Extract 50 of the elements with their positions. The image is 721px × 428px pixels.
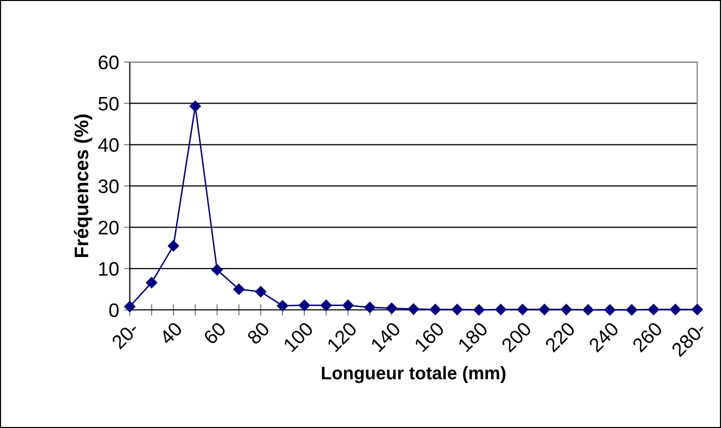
point — [255, 286, 266, 298]
point — [276, 300, 288, 312]
point — [604, 304, 616, 316]
point — [124, 300, 136, 312]
x-tick-label: 280- — [670, 321, 707, 358]
x-tick-label: 100 — [282, 321, 314, 352]
y-tick-label: 10 — [99, 262, 119, 276]
x-tick-label: 160 — [414, 321, 445, 352]
point — [320, 300, 332, 311]
x-tick-label: 180 — [457, 321, 489, 352]
x-tick-label: 20- — [110, 321, 140, 350]
point — [190, 100, 201, 112]
y-tick-label: 60 — [98, 56, 119, 70]
point — [298, 300, 310, 311]
point — [211, 264, 223, 276]
point — [473, 304, 485, 316]
point — [560, 304, 572, 316]
x-tick-label: 80 — [246, 321, 270, 346]
x-tick-label: 200 — [500, 321, 532, 353]
point — [538, 304, 550, 316]
point — [408, 303, 420, 315]
x-axis-title: Longueur totale (mm) — [322, 366, 506, 384]
x-tick-label: 140 — [370, 321, 402, 352]
x-tick-label: 220 — [544, 321, 576, 353]
point — [495, 304, 506, 316]
y-axis-title: Fréquences (%) — [74, 114, 92, 258]
point — [342, 300, 354, 311]
y-tick-label: 30 — [98, 179, 119, 194]
x-tick-label: 260 — [632, 321, 664, 353]
x-tick-label: 60 — [202, 321, 227, 345]
y-tick-label: 40 — [98, 138, 119, 152]
point — [452, 304, 463, 316]
y-tick-label: 50 — [98, 96, 119, 111]
point — [146, 277, 158, 288]
point — [430, 304, 441, 316]
point — [582, 304, 594, 316]
point — [168, 240, 180, 252]
point — [364, 302, 376, 313]
y-tick-label: 0 — [109, 303, 119, 318]
point — [233, 284, 245, 295]
x-tick-label: 120 — [326, 321, 358, 352]
point — [386, 302, 398, 314]
y-tick-label: 20 — [98, 220, 119, 235]
point — [517, 304, 528, 316]
point — [692, 304, 703, 316]
point — [626, 304, 638, 316]
x-tick-label: 240 — [588, 321, 620, 353]
x-tick-label: 40 — [158, 321, 183, 346]
point — [648, 304, 660, 316]
point — [670, 304, 681, 316]
